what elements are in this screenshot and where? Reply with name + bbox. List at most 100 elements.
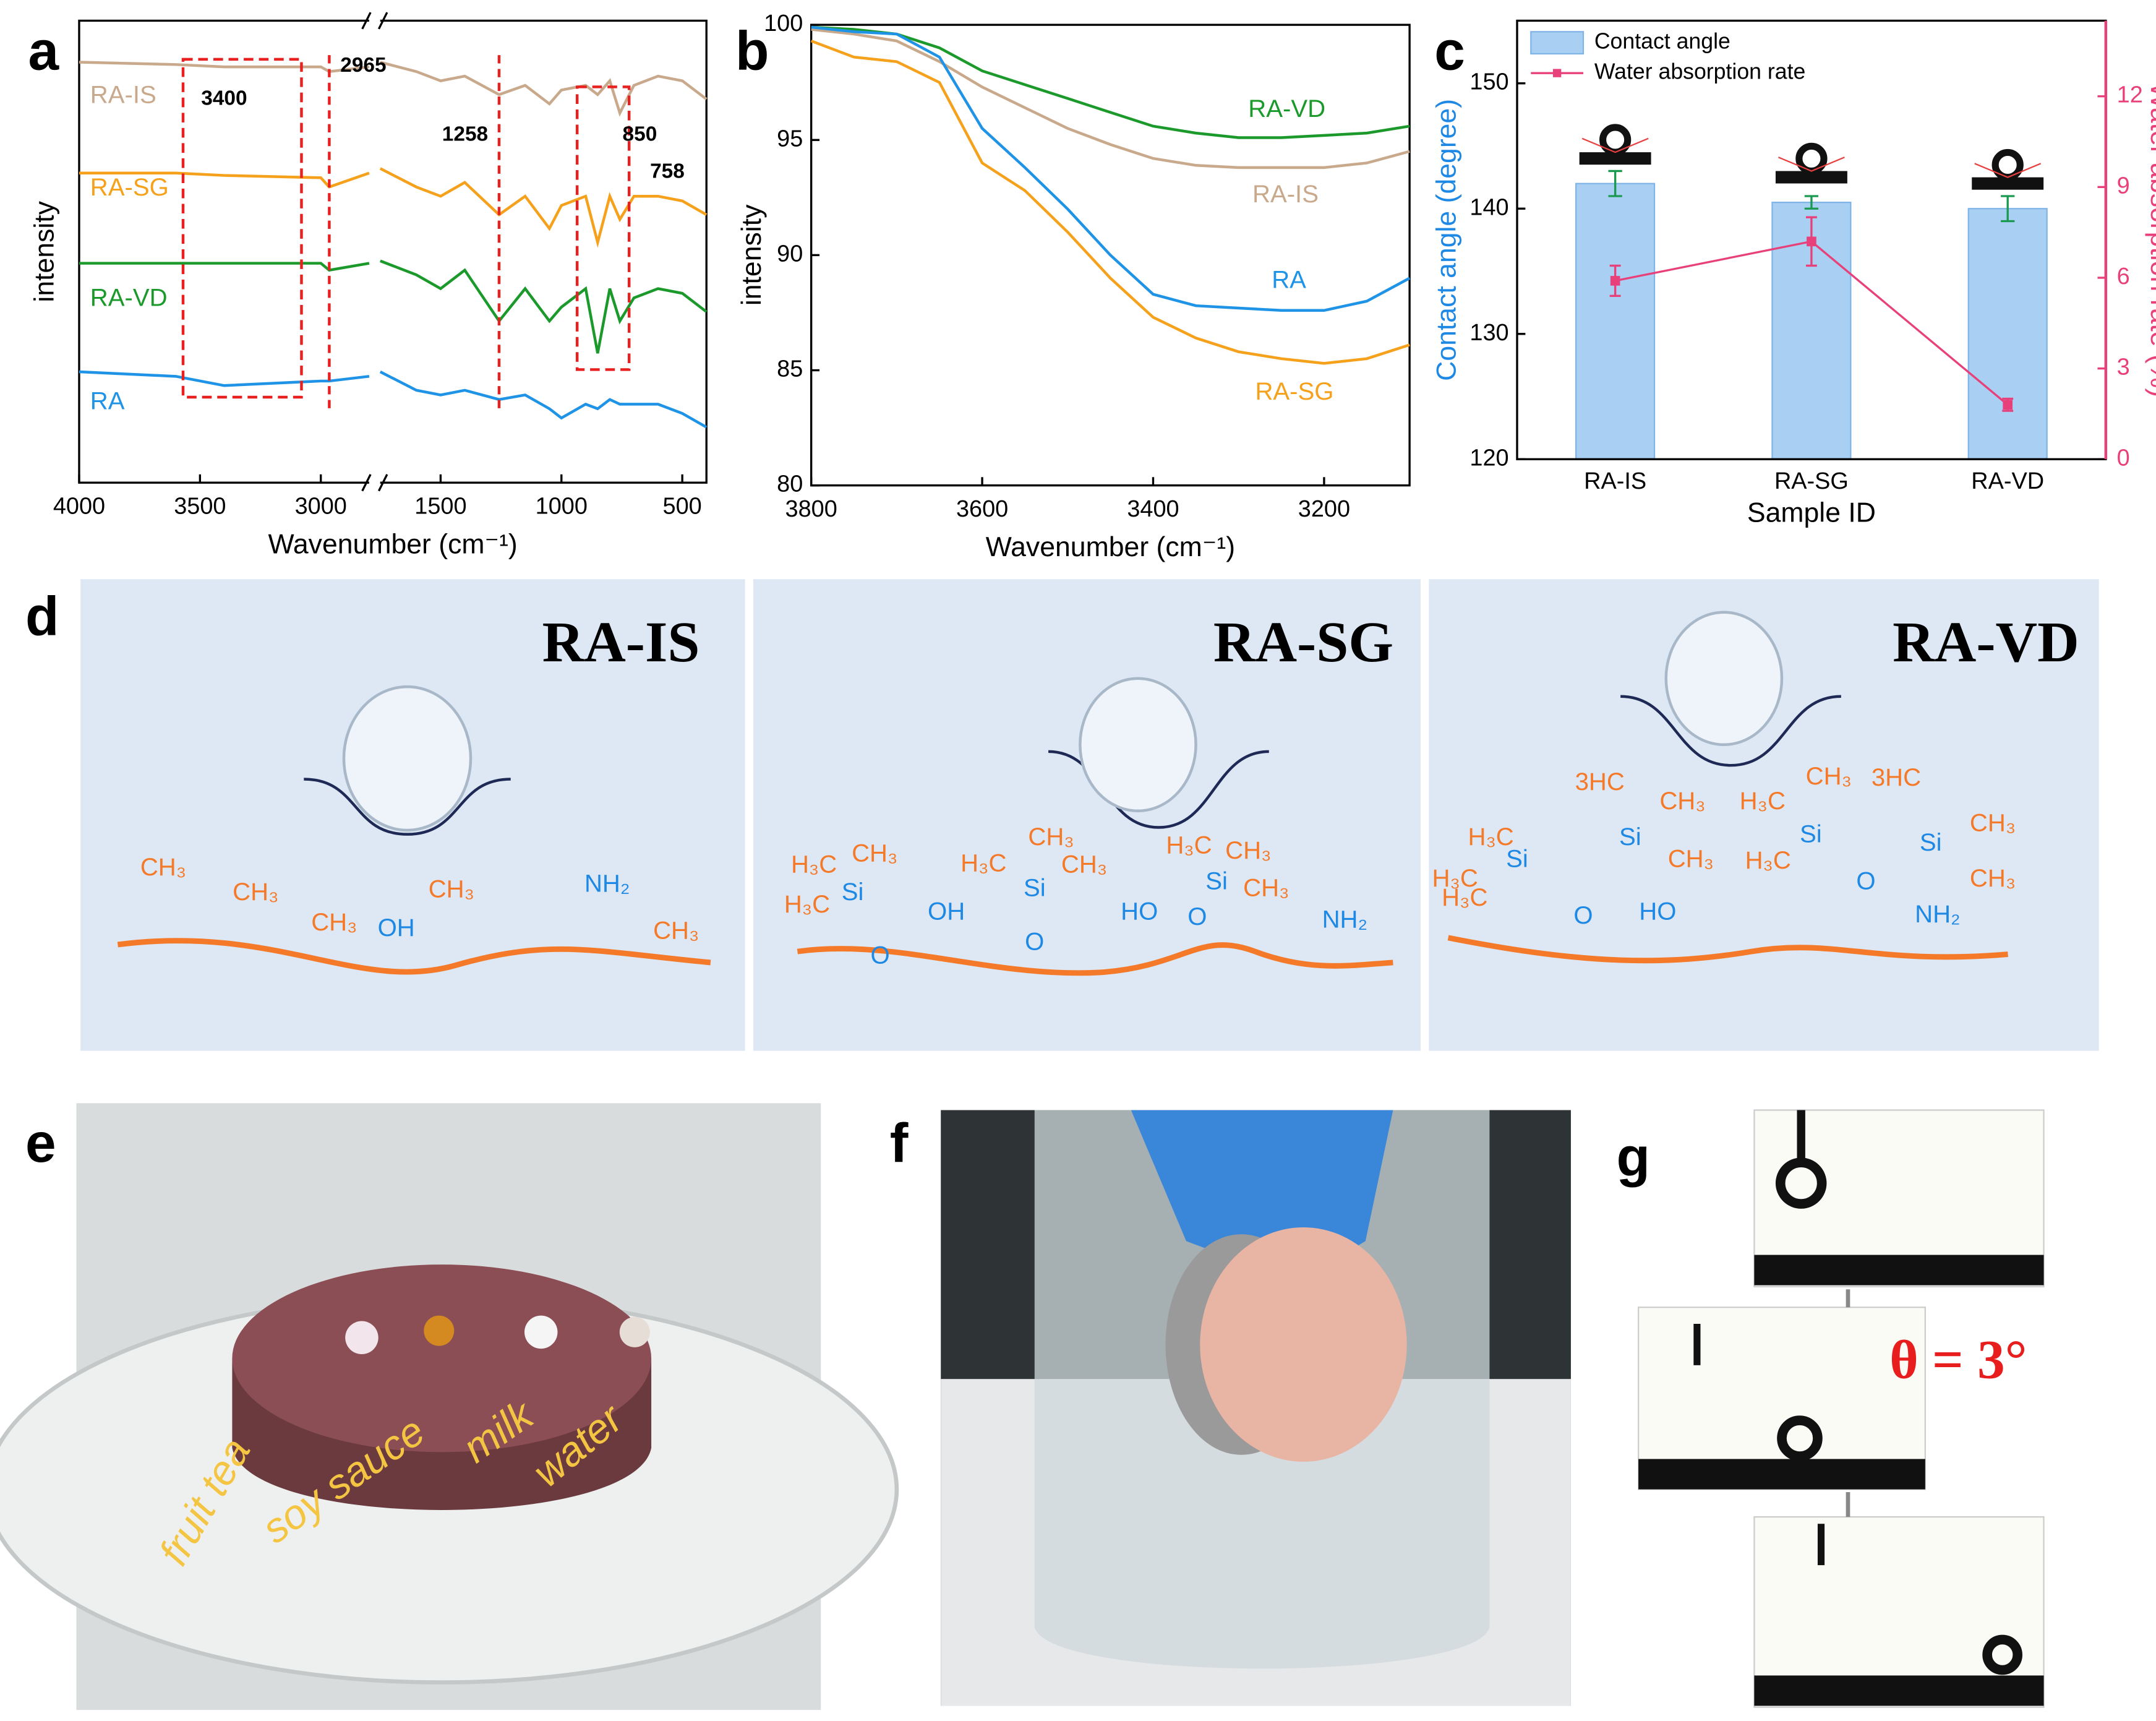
x-axis-label: Sample ID bbox=[1747, 497, 1876, 528]
series-label: RA-IS bbox=[90, 81, 156, 109]
diagram-title: RA-SG bbox=[1213, 611, 1393, 674]
chem-label: H₃C bbox=[1745, 846, 1791, 874]
y2-tick-label: 0 bbox=[2117, 445, 2130, 471]
annotation: 1258 bbox=[442, 122, 488, 145]
chem-label: CH₃ bbox=[1225, 836, 1271, 864]
chem-label: 3HC bbox=[1575, 768, 1625, 796]
chem-label: CH₃ bbox=[1061, 851, 1107, 878]
y-tick-label: 95 bbox=[777, 126, 803, 152]
chem-label: CH₃ bbox=[1806, 762, 1852, 790]
chem-label: Si bbox=[1800, 820, 1822, 848]
chem-label: HO bbox=[1639, 897, 1676, 925]
spectrum-line bbox=[79, 167, 708, 248]
chem-label: CH₃ bbox=[311, 908, 357, 936]
axis-break bbox=[361, 12, 388, 30]
chem-label: O bbox=[1856, 867, 1875, 895]
y-axis-label: intensity bbox=[29, 200, 59, 302]
chem-label: CH₃ bbox=[653, 917, 699, 945]
x-tick-label: 3800 bbox=[785, 496, 837, 522]
annotation: 2965 bbox=[340, 54, 386, 77]
panel-label: g bbox=[1616, 1126, 1649, 1188]
chem-label: H₃C bbox=[1442, 883, 1487, 911]
series-label: RA-SG bbox=[90, 173, 169, 201]
chem-label: Si bbox=[1024, 873, 1046, 901]
x-axis-label: Wavenumber (cm⁻¹) bbox=[986, 532, 1235, 562]
diagram-title: RA-IS bbox=[542, 611, 700, 674]
y-tick-label: 130 bbox=[1469, 320, 1508, 346]
substrate-icon bbox=[1775, 171, 1847, 184]
axis-break-gap bbox=[369, 16, 380, 25]
x-tick-label: 1000 bbox=[536, 493, 588, 519]
y2-tick-label: 9 bbox=[2117, 173, 2130, 199]
panel-label: b bbox=[735, 20, 769, 82]
chem-label: Si bbox=[1619, 823, 1641, 851]
chem-label: 3HC bbox=[1872, 763, 1921, 791]
annotation: 3400 bbox=[201, 87, 247, 109]
chem-label: NH₂ bbox=[1322, 906, 1368, 933]
series-label: RA-VD bbox=[90, 283, 168, 311]
y-tick-label: 100 bbox=[764, 11, 803, 36]
angle-icon bbox=[1777, 157, 1845, 172]
panel-label: f bbox=[890, 1112, 909, 1174]
chem-label: O bbox=[1025, 927, 1044, 955]
series-label: RA bbox=[90, 387, 125, 415]
y-axis-label: intensity bbox=[737, 204, 767, 306]
contact-angle-annotation: θ = 3° bbox=[1889, 1329, 2027, 1390]
rate-marker bbox=[2003, 400, 2013, 410]
chem-label: OH bbox=[378, 914, 415, 942]
spectrum-line bbox=[811, 25, 1410, 139]
photo-g bbox=[1638, 1109, 2045, 1708]
annotation: 850 bbox=[623, 122, 657, 145]
bar bbox=[1575, 182, 1656, 460]
chem-label: Si bbox=[1506, 845, 1528, 873]
disk-face bbox=[1200, 1227, 1407, 1462]
chem-label: H₃C bbox=[1166, 831, 1212, 859]
legend-label: Water absorption rate bbox=[1594, 59, 1806, 84]
x-tick-label: 3500 bbox=[174, 493, 226, 519]
chem-label: CH₃ bbox=[140, 853, 186, 881]
rate-marker bbox=[1610, 276, 1620, 286]
series-label: RA-IS bbox=[1252, 180, 1319, 208]
plot-frame bbox=[78, 19, 708, 484]
chem-label: OH bbox=[928, 897, 965, 925]
chem-label: CH₃ bbox=[1970, 809, 2016, 837]
axis-break-gap bbox=[369, 478, 380, 487]
chem-label: O bbox=[1573, 901, 1593, 929]
chem-label: CH₃ bbox=[233, 878, 278, 906]
chem-label: H₃C bbox=[791, 851, 837, 878]
liquid-drops bbox=[345, 1315, 650, 1355]
series-label: RA-VD bbox=[1248, 95, 1325, 122]
x-tick-label: 3200 bbox=[1298, 496, 1350, 522]
highlight-box bbox=[181, 58, 303, 399]
chem-label: CH₃ bbox=[1028, 823, 1074, 851]
x-tick-label: 1500 bbox=[414, 493, 466, 519]
axis-break bbox=[361, 474, 388, 492]
chem-label: CH₃ bbox=[852, 839, 897, 867]
x-tick-label: 3400 bbox=[1127, 496, 1179, 522]
y2-tick-label: 6 bbox=[2117, 264, 2130, 290]
substrate-icon bbox=[1579, 152, 1651, 165]
chem-label: CH₃ bbox=[1668, 845, 1714, 873]
y-axis-label: Contact angle (degree) bbox=[1431, 99, 1461, 381]
x-tick-label: RA-SG bbox=[1774, 468, 1849, 494]
spectrum-line bbox=[79, 61, 708, 117]
panel-label: e bbox=[25, 1112, 56, 1174]
y-tick-label: 80 bbox=[777, 471, 803, 497]
x-tick-label: 3000 bbox=[295, 493, 347, 519]
chem-label: Si bbox=[1205, 867, 1228, 895]
chem-label: CH₃ bbox=[429, 875, 474, 903]
x-tick-label: 500 bbox=[663, 493, 702, 519]
chem-label: NH₂ bbox=[584, 870, 630, 898]
series-label: RA bbox=[1272, 265, 1306, 293]
panel-label: a bbox=[28, 20, 59, 82]
y-tick-label: 90 bbox=[777, 241, 803, 267]
chem-label: O bbox=[871, 942, 890, 969]
chem-label: Si bbox=[842, 878, 864, 906]
chem-label: NH₂ bbox=[1915, 900, 1961, 928]
legend-label: Contact angle bbox=[1594, 29, 1730, 54]
polymer-chains bbox=[117, 935, 2008, 976]
spectrum-line bbox=[810, 40, 1410, 365]
chem-label: CH₃ bbox=[1659, 787, 1705, 815]
panel-label: c bbox=[1434, 20, 1465, 82]
